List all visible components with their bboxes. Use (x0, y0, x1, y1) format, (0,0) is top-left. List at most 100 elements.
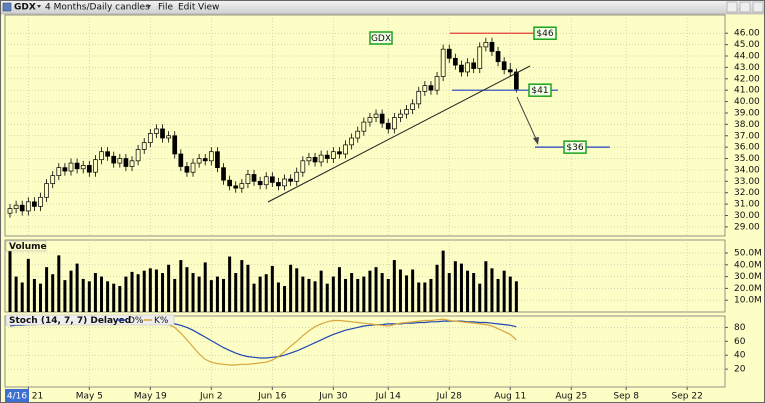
volume-bar (39, 283, 43, 312)
volume-bar (203, 262, 207, 312)
y-tick-label: 29.00 (734, 222, 760, 232)
y-tick-label: 32.00 (734, 188, 760, 198)
volume-bar (154, 269, 158, 312)
candle-body (404, 109, 409, 115)
candle-body (391, 117, 397, 130)
candle-body (282, 178, 287, 187)
volume-bar (51, 274, 55, 312)
candle-body (318, 154, 324, 163)
volume-bar (276, 282, 280, 312)
volume-bar (344, 278, 348, 312)
volume-bar (398, 269, 402, 312)
volume-bar (148, 268, 152, 312)
panel-title: Stoch (14, 7, 7) Delayed (9, 316, 131, 326)
volume-bar (87, 281, 91, 312)
y-tick-label: 30.0M (734, 272, 762, 282)
period-menu[interactable]: 4 Months/Daily candles (45, 3, 150, 13)
candle-body (141, 142, 147, 150)
minimize-button[interactable] (726, 1, 738, 13)
candle-body (434, 76, 440, 91)
volume-bar (502, 270, 506, 312)
volume-bar (392, 260, 396, 312)
candle-body (93, 159, 98, 173)
candle-body (459, 64, 464, 73)
candle-body (221, 167, 226, 181)
volume-bar (374, 267, 378, 312)
volume-bar (325, 283, 329, 312)
y-tick-label: 10.0M (734, 296, 762, 306)
menu-file[interactable]: File (158, 3, 174, 13)
volume-bar (14, 276, 18, 312)
candle-body (80, 165, 86, 170)
candle-body (495, 51, 501, 63)
candle-body (489, 41, 495, 52)
volume-bar (307, 278, 311, 312)
volume-bar (185, 267, 189, 312)
volume-bar (100, 276, 104, 312)
candle-body (111, 155, 117, 164)
x-tick-label: Jul 28 (436, 392, 462, 402)
candle-body (19, 204, 25, 212)
y-tick-label: 20 (734, 365, 746, 375)
x-tick-label: Jun 2 (199, 392, 223, 402)
candle-body (355, 130, 361, 139)
x-tick-label: Sep 8 (613, 392, 639, 402)
volume-bar (508, 276, 512, 312)
annotation-box (533, 26, 557, 40)
volume-bar (466, 270, 470, 312)
volume-bar (350, 273, 354, 312)
candle-body (147, 133, 153, 143)
candle-body (154, 128, 159, 134)
x-tick-label: Jun 30 (318, 392, 348, 402)
menu-edit[interactable]: Edit (178, 3, 196, 13)
candle-body (56, 167, 62, 176)
y-tick-label: 40.00 (734, 97, 760, 107)
candle-body (263, 176, 269, 186)
candle-body (160, 128, 165, 139)
y-tick-label: 40.0M (734, 260, 762, 270)
dropdown-arrow (147, 5, 151, 8)
annotation-label: GDX (371, 34, 391, 44)
maximize-button[interactable] (739, 1, 751, 13)
volume-bar (112, 283, 116, 312)
candle-body (477, 46, 483, 69)
candle-body (306, 157, 312, 162)
candle-body (269, 176, 275, 183)
volume-bar (191, 273, 195, 312)
candle-body (440, 48, 446, 77)
x-tick-label: Aug 25 (555, 392, 587, 402)
y-tick-label: 20.0M (734, 284, 762, 294)
panel-title: Volume (9, 242, 47, 252)
candle-body (99, 151, 104, 161)
volume-bar (295, 268, 299, 312)
y-tick-label: 44.00 (734, 52, 760, 62)
y-tick-label: 40 (734, 351, 746, 361)
symbol-menu[interactable]: GDX (14, 3, 36, 13)
forecast-arrow (516, 96, 538, 142)
y-tick-label: 46.00 (734, 29, 760, 39)
volume-bar (130, 271, 134, 312)
dropdown-arrow (37, 5, 41, 8)
candle-body (227, 179, 232, 187)
volume-bar (447, 273, 451, 312)
volume-bar (356, 278, 360, 312)
volume-bar (215, 276, 219, 312)
y-tick-label: 60 (734, 337, 746, 347)
volume-bar (136, 274, 140, 312)
y-tick-label: 43.00 (734, 63, 760, 73)
volume-bar (411, 269, 415, 312)
app-icon[interactable] (2, 2, 12, 12)
annotation-label: $36 (566, 143, 583, 153)
annotation-box (528, 83, 552, 97)
candle-body (373, 113, 379, 118)
close-button[interactable] (752, 1, 764, 13)
menu-view[interactable]: View (198, 3, 219, 13)
volume-bar (167, 264, 171, 312)
x-tick-label: May 19 (134, 392, 167, 402)
candle-body (514, 71, 519, 90)
volume-bar (283, 286, 287, 312)
y-tick-label: 80 (734, 323, 746, 333)
candle-body (416, 90, 422, 105)
legend-label: D% (128, 316, 144, 326)
